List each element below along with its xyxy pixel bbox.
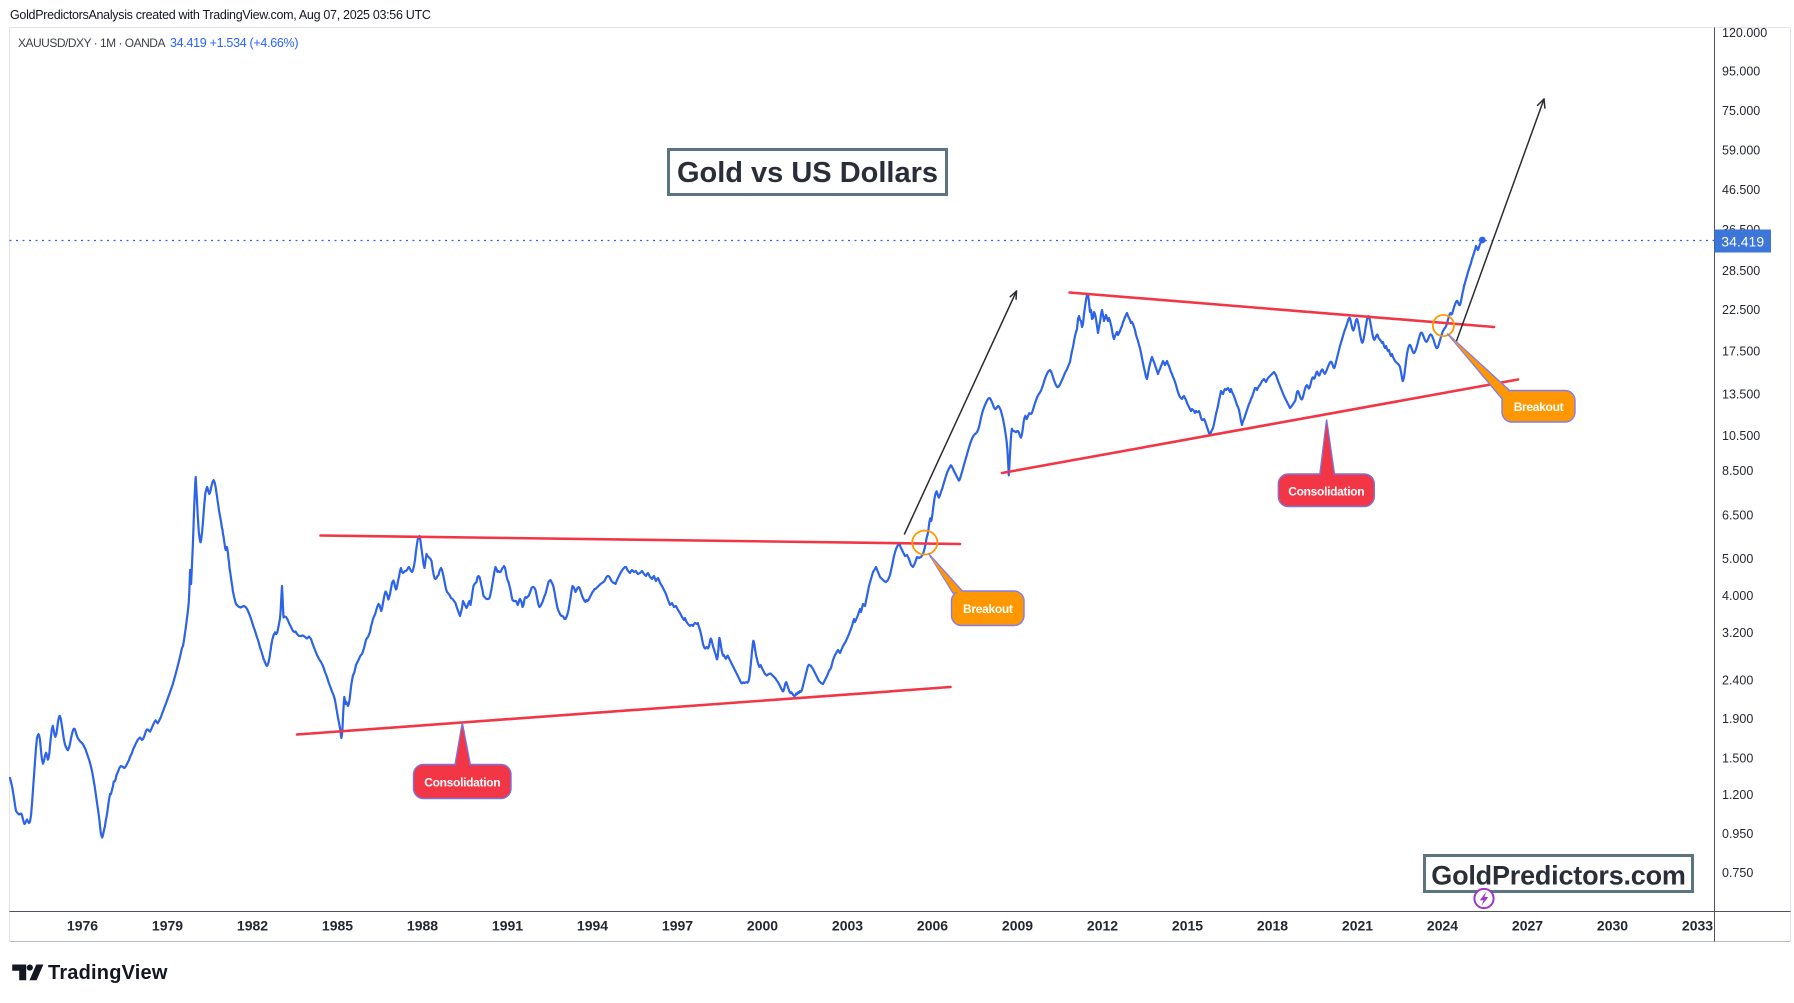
svg-text:Consolidation: Consolidation (1288, 485, 1364, 499)
svg-text:5.000: 5.000 (1722, 552, 1753, 566)
svg-text:2000: 2000 (747, 918, 778, 934)
svg-text:28.500: 28.500 (1722, 264, 1760, 278)
svg-text:1976: 1976 (67, 918, 98, 934)
svg-text:2018: 2018 (1257, 918, 1288, 934)
svg-text:120.000: 120.000 (1722, 26, 1767, 40)
svg-text:2027: 2027 (1512, 918, 1543, 934)
svg-text:95.000: 95.000 (1722, 65, 1760, 79)
svg-text:8.500: 8.500 (1722, 464, 1753, 478)
svg-text:Gold vs US Dollars: Gold vs US Dollars (677, 157, 938, 189)
svg-text:10.500: 10.500 (1722, 429, 1760, 443)
svg-text:1.500: 1.500 (1722, 751, 1753, 765)
svg-text:0.750: 0.750 (1722, 866, 1753, 880)
svg-text:2024: 2024 (1427, 918, 1458, 934)
svg-text:Breakout: Breakout (1514, 400, 1564, 414)
svg-text:GoldPredictorsAnalysis created: GoldPredictorsAnalysis created with Trad… (10, 8, 431, 22)
svg-text:17.500: 17.500 (1722, 345, 1760, 359)
svg-text:13.500: 13.500 (1722, 388, 1760, 402)
svg-text:1985: 1985 (322, 918, 353, 934)
svg-text:1.200: 1.200 (1722, 788, 1753, 802)
svg-text:4.000: 4.000 (1722, 589, 1753, 603)
svg-text:34.419 +1.534 (+4.66%): 34.419 +1.534 (+4.66%) (170, 36, 298, 50)
svg-text:2030: 2030 (1597, 918, 1628, 934)
svg-text:2006: 2006 (917, 918, 948, 934)
svg-text:2015: 2015 (1172, 918, 1203, 934)
svg-text:0.950: 0.950 (1722, 827, 1753, 841)
svg-text:2003: 2003 (832, 918, 863, 934)
svg-text:22.500: 22.500 (1722, 303, 1760, 317)
svg-text:1982: 1982 (237, 918, 268, 934)
svg-text:Breakout: Breakout (963, 602, 1013, 616)
svg-text:46.500: 46.500 (1722, 183, 1760, 197)
svg-text:1994: 1994 (577, 918, 608, 934)
svg-text:2009: 2009 (1002, 918, 1033, 934)
svg-text:Consolidation: Consolidation (424, 776, 500, 790)
svg-text:3.200: 3.200 (1722, 626, 1753, 640)
svg-text:1997: 1997 (662, 918, 693, 934)
svg-text:GoldPredictors.com: GoldPredictors.com (1431, 861, 1685, 891)
svg-text:1991: 1991 (492, 918, 523, 934)
svg-text:1979: 1979 (152, 918, 183, 934)
svg-text:75.000: 75.000 (1722, 104, 1760, 118)
svg-text:TradingView: TradingView (48, 962, 168, 984)
svg-text:2012: 2012 (1087, 918, 1118, 934)
svg-text:1988: 1988 (407, 918, 438, 934)
svg-text:2.400: 2.400 (1722, 674, 1753, 688)
svg-text:6.500: 6.500 (1722, 509, 1753, 523)
svg-text:2033: 2033 (1682, 918, 1713, 934)
svg-text:XAUUSD/DXY · 1M · OANDA: XAUUSD/DXY · 1M · OANDA (18, 36, 165, 50)
svg-text:59.000: 59.000 (1722, 144, 1760, 158)
svg-text:1.900: 1.900 (1722, 712, 1753, 726)
svg-text:2021: 2021 (1342, 918, 1373, 934)
svg-text:34.419: 34.419 (1721, 234, 1764, 250)
